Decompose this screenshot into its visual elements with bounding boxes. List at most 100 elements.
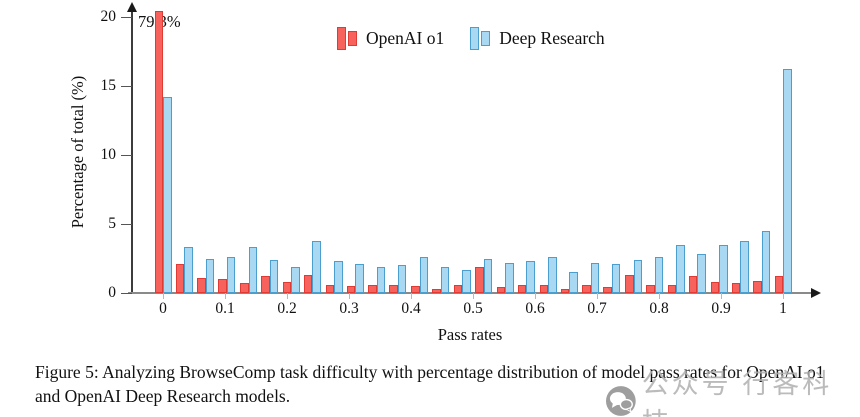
bar-deep-research-bin-10 bbox=[376, 266, 386, 293]
x-tick-label: 0.6 bbox=[525, 300, 545, 317]
bar-deep-research-bin-0 bbox=[163, 97, 172, 293]
bar-deep-research-bin-1 bbox=[184, 247, 193, 293]
x-tick-label: 0.1 bbox=[215, 300, 235, 317]
x-tick bbox=[224, 293, 226, 299]
x-tick-label: 0.8 bbox=[649, 300, 669, 317]
bar-deep-research-bin-9 bbox=[355, 264, 364, 293]
y-tick bbox=[121, 16, 132, 18]
bar-openai-o1-bin-0 bbox=[154, 11, 163, 293]
bar-openai-o1-bin-12 bbox=[411, 286, 420, 293]
bar-deep-research-bin-3 bbox=[226, 257, 236, 293]
legend-swatch-deep-research-icon bbox=[470, 27, 491, 50]
bar-deep-research-bin-7 bbox=[312, 240, 321, 293]
bar-deep-research-bin-4 bbox=[248, 247, 258, 293]
x-tick-label: 0.2 bbox=[277, 300, 297, 317]
x-tick bbox=[286, 293, 288, 299]
bar-deep-research-bin-27 bbox=[740, 240, 749, 293]
bar-openai-o1-bin-8 bbox=[325, 284, 335, 293]
bar-deep-research-bin-20 bbox=[590, 262, 600, 293]
bar-openai-o1-bin-28 bbox=[753, 280, 762, 293]
y-tick-label: 15 bbox=[100, 77, 117, 94]
x-tick bbox=[720, 293, 722, 299]
bar-openai-o1-bin-15 bbox=[475, 266, 484, 293]
bar-deep-research-bin-28 bbox=[761, 230, 771, 293]
bar-openai-o1-bin-2 bbox=[197, 277, 206, 293]
bar-openai-o1-bin-4 bbox=[240, 283, 249, 293]
bar-openai-o1-bin-23 bbox=[646, 284, 655, 293]
bar-openai-o1-bin-25 bbox=[688, 276, 698, 293]
bar-deep-research-bin-18 bbox=[548, 257, 557, 293]
bar-openai-o1-bin-7 bbox=[303, 275, 313, 293]
x-axis-arrow-icon bbox=[811, 288, 821, 298]
bar-openai-o1-bin-10 bbox=[368, 284, 377, 293]
bar-openai-o1-bin-24 bbox=[667, 284, 677, 293]
chart-legend: OpenAI o1 Deep Research bbox=[337, 27, 605, 50]
bar-deep-research-bin-15 bbox=[483, 258, 493, 293]
bar-deep-research-bin-17 bbox=[526, 261, 535, 293]
x-tick-label: 0.4 bbox=[401, 300, 421, 317]
x-tick bbox=[162, 293, 164, 299]
y-tick bbox=[121, 292, 132, 294]
bar-deep-research-bin-21 bbox=[611, 264, 621, 293]
bar-openai-o1-bin-17 bbox=[517, 284, 527, 293]
bar-deep-research-bin-6 bbox=[291, 266, 300, 293]
legend-label-openai-o1: OpenAI o1 bbox=[366, 28, 445, 48]
watermark-text: 公众号 行客科技 bbox=[641, 369, 833, 417]
x-tick-label: 1 bbox=[779, 300, 787, 317]
x-tick bbox=[596, 293, 598, 299]
y-tick-label: 20 bbox=[100, 8, 117, 25]
chat-bubbles-icon bbox=[605, 386, 636, 416]
x-tick bbox=[348, 293, 350, 299]
x-tick-label: 0 bbox=[159, 300, 167, 317]
bar-openai-o1-bin-22 bbox=[625, 275, 634, 293]
bar-deep-research-bin-25 bbox=[697, 254, 706, 293]
bar-openai-o1-bin-1 bbox=[175, 264, 185, 293]
x-tick-label: 0.3 bbox=[339, 300, 359, 317]
x-tick bbox=[410, 293, 412, 299]
y-axis-arrow-icon bbox=[127, 2, 137, 12]
x-tick bbox=[782, 293, 784, 299]
bar-openai-o1-bin-13 bbox=[432, 288, 441, 293]
bar-deep-research-bin-8 bbox=[334, 261, 343, 293]
bar-openai-o1-bin-20 bbox=[582, 284, 591, 293]
y-tick bbox=[121, 154, 132, 156]
y-tick-label: 5 bbox=[108, 215, 116, 232]
bar-deep-research-bin-29 bbox=[783, 69, 792, 293]
x-tick bbox=[472, 293, 474, 299]
x-tick bbox=[658, 293, 660, 299]
figure-caption: Figure 5: Analyzing BrowseComp task diff… bbox=[35, 362, 825, 406]
bar-openai-o1-bin-5 bbox=[261, 276, 270, 293]
y-tick-label: 0 bbox=[108, 284, 116, 301]
bar-openai-o1-bin-19 bbox=[560, 288, 570, 293]
bar-deep-research-bin-22 bbox=[633, 259, 643, 293]
y-axis bbox=[131, 8, 133, 293]
y-tick bbox=[121, 85, 132, 87]
bar-deep-research-bin-24 bbox=[676, 244, 685, 293]
legend-swatch-openai-o1-icon bbox=[337, 27, 357, 50]
bar-openai-o1-bin-6 bbox=[282, 281, 292, 293]
bar-deep-research-bin-2 bbox=[205, 258, 215, 293]
y-tick bbox=[121, 223, 132, 225]
bar-deep-research-bin-12 bbox=[419, 257, 429, 293]
bar-deep-research-bin-19 bbox=[569, 272, 578, 293]
bar-deep-research-bin-5 bbox=[269, 259, 279, 293]
x-tick-label: 0.9 bbox=[711, 300, 731, 317]
bar-deep-research-bin-16 bbox=[505, 262, 514, 293]
bar-openai-o1-bin-16 bbox=[496, 287, 506, 293]
bar-deep-research-bin-23 bbox=[654, 257, 664, 293]
bar-openai-o1-bin-11 bbox=[389, 284, 398, 293]
bar-deep-research-bin-11 bbox=[397, 265, 407, 293]
bar-openai-o1-bin-29 bbox=[774, 276, 783, 293]
x-tick-label: 0.7 bbox=[587, 300, 607, 317]
legend-label-deep-research: Deep Research bbox=[499, 28, 605, 48]
bar-openai-o1-bin-9 bbox=[346, 286, 356, 293]
x-tick-label: 0.5 bbox=[463, 300, 483, 317]
bar-deep-research-bin-26 bbox=[719, 244, 728, 293]
bar-openai-o1-bin-3 bbox=[218, 279, 227, 293]
bar-deep-research-bin-13 bbox=[440, 266, 450, 293]
watermark: 公众号 行客科技 bbox=[605, 362, 860, 417]
y-tick-label: 10 bbox=[100, 146, 117, 163]
x-tick bbox=[534, 293, 536, 299]
